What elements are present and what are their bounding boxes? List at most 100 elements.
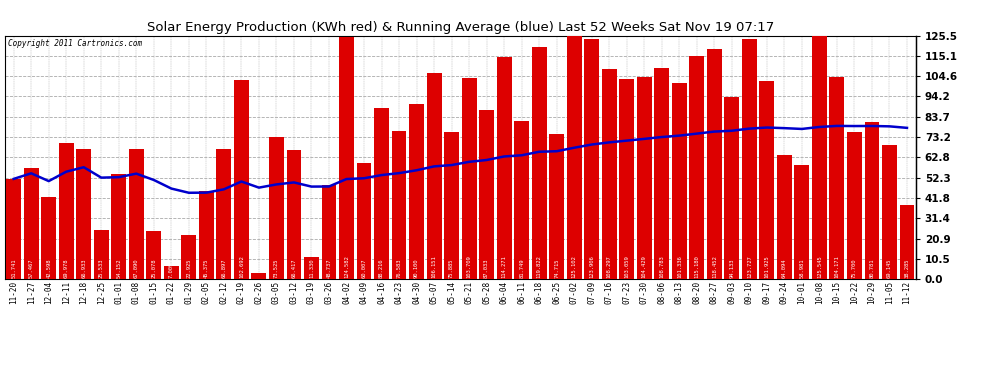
Text: 81.749: 81.749 [519, 259, 524, 278]
Text: 38.285: 38.285 [905, 259, 910, 278]
Bar [461, 78, 476, 279]
Bar [532, 46, 546, 279]
Text: 64.094: 64.094 [782, 259, 787, 278]
Bar [24, 168, 39, 279]
Bar [251, 273, 266, 279]
Bar [672, 82, 687, 279]
Bar [549, 134, 564, 279]
Bar [497, 57, 512, 279]
Bar [374, 108, 389, 279]
Text: 103.059: 103.059 [625, 256, 630, 278]
Bar [392, 130, 407, 279]
Text: 115.180: 115.180 [694, 256, 699, 278]
Bar [514, 121, 529, 279]
Bar [479, 110, 494, 279]
Bar [602, 69, 617, 279]
Bar [76, 149, 91, 279]
Text: 76.583: 76.583 [397, 259, 402, 278]
Text: 123.906: 123.906 [589, 256, 594, 278]
Text: 69.978: 69.978 [63, 259, 68, 278]
Bar [759, 81, 774, 279]
Bar [409, 104, 424, 279]
Text: 48.737: 48.737 [327, 259, 332, 278]
Bar [689, 56, 704, 279]
Text: 66.933: 66.933 [81, 259, 86, 278]
Text: 69.145: 69.145 [887, 259, 892, 278]
Bar [234, 80, 248, 279]
Bar [42, 196, 56, 279]
Text: 88.216: 88.216 [379, 259, 384, 278]
Text: 101.336: 101.336 [677, 256, 682, 278]
Title: Solar Energy Production (KWh red) & Running Average (blue) Last 52 Weeks Sat Nov: Solar Energy Production (KWh red) & Runn… [147, 21, 774, 34]
Bar [707, 50, 722, 279]
Text: 75.885: 75.885 [449, 259, 454, 278]
Text: 25.078: 25.078 [151, 259, 156, 278]
Bar [111, 174, 127, 279]
Text: 124.582: 124.582 [344, 256, 349, 278]
Bar [620, 79, 635, 279]
Text: 25.533: 25.533 [99, 259, 104, 278]
Text: 87.033: 87.033 [484, 259, 489, 278]
Bar [777, 155, 792, 279]
Bar [164, 266, 179, 279]
Bar [286, 150, 301, 279]
Text: 67.090: 67.090 [134, 259, 139, 278]
Text: 104.171: 104.171 [835, 256, 840, 278]
Bar [199, 191, 214, 279]
Text: 114.271: 114.271 [502, 256, 507, 278]
Text: 51.741: 51.741 [11, 259, 16, 278]
Bar [864, 123, 879, 279]
Text: 102.692: 102.692 [239, 256, 244, 278]
Bar [725, 96, 740, 279]
Text: 101.925: 101.925 [764, 256, 769, 278]
Text: 118.452: 118.452 [712, 256, 717, 278]
Bar [269, 136, 284, 279]
Bar [181, 235, 196, 279]
Text: 57.467: 57.467 [29, 259, 34, 278]
Text: 11.330: 11.330 [309, 259, 314, 278]
Text: 75.700: 75.700 [852, 259, 857, 278]
Bar [6, 179, 21, 279]
Bar [637, 76, 651, 279]
Bar [94, 230, 109, 279]
Bar [847, 132, 862, 279]
Text: 108.297: 108.297 [607, 256, 612, 278]
Text: 66.417: 66.417 [291, 259, 296, 278]
Text: 58.981: 58.981 [799, 259, 805, 278]
Text: Copyright 2011 Cartronics.com: Copyright 2011 Cartronics.com [8, 39, 142, 48]
Bar [742, 39, 756, 279]
Text: 54.152: 54.152 [116, 259, 122, 278]
Text: 90.100: 90.100 [414, 259, 419, 278]
Bar [339, 38, 354, 279]
Text: 108.783: 108.783 [659, 256, 664, 278]
Bar [794, 165, 810, 279]
Bar [427, 73, 442, 279]
Text: 125.545: 125.545 [817, 256, 822, 278]
Bar [304, 257, 319, 279]
Bar [882, 145, 897, 279]
Bar [147, 231, 161, 279]
Bar [58, 144, 73, 279]
Text: 119.822: 119.822 [537, 256, 542, 278]
Bar [566, 36, 582, 279]
Bar [654, 68, 669, 279]
Text: 66.897: 66.897 [222, 259, 227, 278]
Text: 123.727: 123.727 [746, 256, 751, 278]
Text: 125.102: 125.102 [571, 256, 577, 278]
Text: 103.709: 103.709 [466, 256, 471, 278]
Bar [830, 77, 844, 279]
Text: 22.925: 22.925 [186, 259, 191, 278]
Text: 74.715: 74.715 [554, 259, 559, 278]
Text: 94.133: 94.133 [730, 259, 735, 278]
Bar [812, 36, 827, 279]
Bar [356, 163, 371, 279]
Text: 60.007: 60.007 [361, 259, 366, 278]
Bar [217, 150, 232, 279]
Text: 42.598: 42.598 [47, 259, 51, 278]
Text: 45.375: 45.375 [204, 259, 209, 278]
Bar [445, 132, 459, 279]
Bar [322, 185, 337, 279]
Bar [129, 149, 144, 279]
Text: 80.781: 80.781 [869, 259, 874, 278]
Text: 7.009: 7.009 [169, 262, 174, 278]
